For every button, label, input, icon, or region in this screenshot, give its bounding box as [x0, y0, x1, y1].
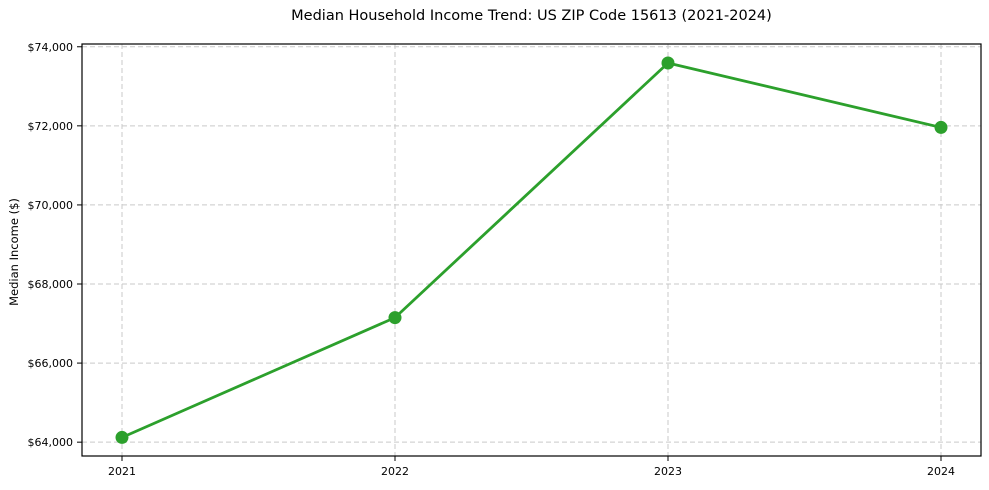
plot-border [81, 43, 982, 457]
data-point [388, 311, 402, 325]
data-point [115, 430, 129, 444]
x-tick-label: 2023 [654, 465, 682, 478]
x-tick-label: 2024 [927, 465, 955, 478]
x-tick-label: 2022 [381, 465, 409, 478]
y-tick-label: $64,000 [28, 436, 74, 449]
data-point [934, 120, 948, 134]
y-tick-label: $68,000 [28, 278, 74, 291]
x-tick-label: 2021 [108, 465, 136, 478]
y-tick-label: $66,000 [28, 357, 74, 370]
y-tick-label: $70,000 [28, 199, 74, 212]
y-tick-label: $72,000 [28, 120, 74, 133]
y-tick-label: $74,000 [28, 41, 74, 54]
chart-title: Median Household Income Trend: US ZIP Co… [291, 8, 772, 24]
data-point [661, 56, 675, 70]
data-line [120, 61, 943, 439]
